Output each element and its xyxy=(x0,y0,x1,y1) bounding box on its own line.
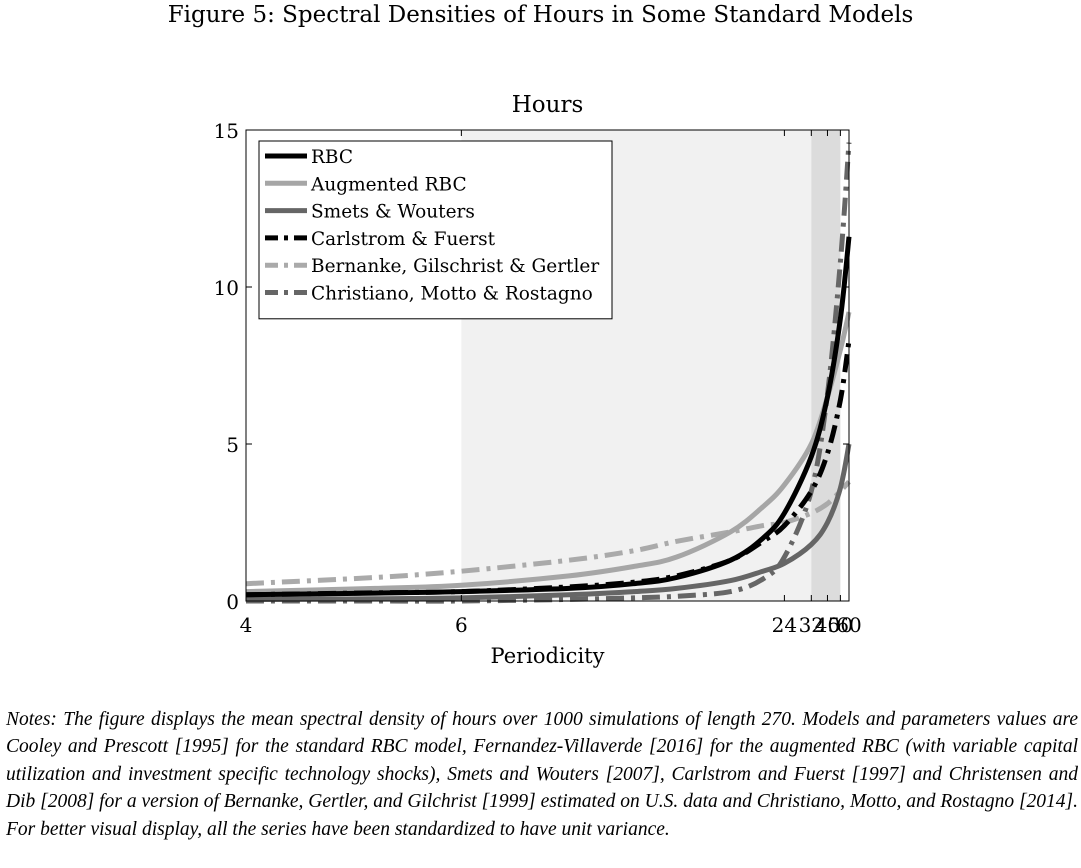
legend-label: Augmented RBC xyxy=(310,174,467,195)
legend-label: Bernanke, Gilschrist & Gertler xyxy=(311,256,599,277)
y-tick-label: 0 xyxy=(226,590,239,614)
legend-item-augmented-rbc: Augmented RBC xyxy=(265,174,467,195)
y-tick-label: 15 xyxy=(214,119,239,143)
figure-notes: Notes: The figure displays the mean spec… xyxy=(6,709,1078,840)
y-tick-label: 5 xyxy=(226,433,239,457)
legend-label: Smets & Wouters xyxy=(311,202,475,223)
chart-title: Hours xyxy=(512,92,584,118)
series-line-rbc xyxy=(245,236,852,598)
legend-item-christiano-motto-rostagno: Christiano, Motto & Rostagno xyxy=(265,284,593,305)
series-layer xyxy=(245,142,852,604)
legend-item-carlstrom-fuerst: Carlstrom & Fuerst xyxy=(265,229,496,250)
legend-item-bernanke-gilschrist-gertler: Bernanke, Gilschrist & Gertler xyxy=(265,256,599,277)
legend-label: Carlstrom & Fuerst xyxy=(311,229,496,250)
x-tick-label: 40 xyxy=(815,613,840,637)
legend-item-rbc: RBC xyxy=(265,147,353,168)
legend: RBC Augmented RBC Smets & Wouters Carlstrom… xyxy=(258,140,613,320)
x-tick-label: 24 xyxy=(772,613,797,637)
x-tick-label: 4 xyxy=(240,613,253,637)
x-tick-label: 60 xyxy=(836,613,861,637)
plot-frame xyxy=(245,129,850,602)
x-axis-label: Periodicity xyxy=(491,644,605,668)
x-tick-label: 50 xyxy=(828,613,853,637)
x-tick-label: 32 xyxy=(799,613,824,637)
legend-item-smets-wouters: Smets & Wouters xyxy=(265,202,475,223)
legend-label: RBC xyxy=(311,147,353,168)
legend-box xyxy=(258,140,613,320)
legend-label: Christiano, Motto & Rostagno xyxy=(311,284,593,305)
x-tick-label: 6 xyxy=(455,613,468,637)
series-line-smets-wouters xyxy=(245,443,852,602)
figure-caption: Figure 5: Spectral Densities of Hours in… xyxy=(167,2,914,28)
y-tick-label: 10 xyxy=(214,276,239,300)
series-line-bernanke-gilschrist-gertler xyxy=(245,480,851,587)
